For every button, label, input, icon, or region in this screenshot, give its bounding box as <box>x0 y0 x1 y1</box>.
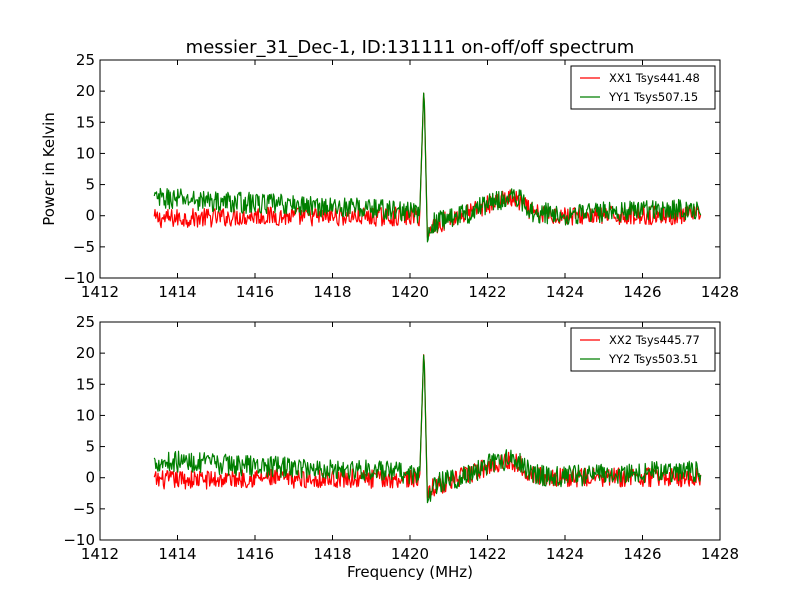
x-tick-label: 1420 <box>391 283 429 301</box>
y-tick-label: 5 <box>85 176 95 194</box>
y-tick-label: 25 <box>76 313 95 331</box>
y-tick-label: 20 <box>76 82 95 100</box>
x-tick-label: 1416 <box>236 283 274 301</box>
y-tick-label: 0 <box>85 469 95 487</box>
x-tick-label: 1422 <box>468 283 506 301</box>
x-tick-label: 1428 <box>701 283 739 301</box>
x-tick-label: 1428 <box>701 545 739 563</box>
series-line-2-2 <box>153 354 702 504</box>
x-tick-label: 1420 <box>391 545 429 563</box>
x-axis-label: Frequency (MHz) <box>347 563 473 581</box>
x-tick-label: 1422 <box>468 545 506 563</box>
y-tick-label: −5 <box>73 238 95 256</box>
x-tick-label: 1426 <box>623 545 661 563</box>
x-tick-label: 1418 <box>313 283 351 301</box>
y-tick-label: 20 <box>76 344 95 362</box>
x-tick-label: 1426 <box>623 283 661 301</box>
top-panel: 1412 1414 1416 1418 1420 1422 1424 1426 1428 −10 −… <box>63 51 739 301</box>
y-tick-label: 5 <box>85 438 95 456</box>
y-tick-label: 10 <box>76 406 95 424</box>
series-line-1-2 <box>153 92 702 243</box>
y-tick-label: 10 <box>76 144 95 162</box>
x-tick-label: 1424 <box>546 545 584 563</box>
y-tick-label: −10 <box>63 269 95 287</box>
legend-label: XX2 Tsys445.77 <box>609 333 700 347</box>
x-tick-label: 1412 <box>81 545 119 563</box>
y-tick-label: −5 <box>73 500 95 518</box>
y-tick-label: 15 <box>76 375 95 393</box>
chart-title: messier_31_Dec-1, ID:131111 on-off/off s… <box>186 37 635 58</box>
y-axis-label: Power in Kelvin <box>40 112 58 226</box>
legend: XX2 Tsys445.77 YY2 Tsys503.51 <box>570 327 716 372</box>
x-tick-label: 1416 <box>236 545 274 563</box>
legend-label: YY1 Tsys507.15 <box>608 90 698 104</box>
y-tick-label: 15 <box>76 113 95 131</box>
y-tick-label: 0 <box>85 207 95 225</box>
x-tick-label: 1418 <box>313 545 351 563</box>
legend-label: XX1 Tsys441.48 <box>609 71 700 85</box>
legend-label: YY2 Tsys503.51 <box>608 352 698 366</box>
x-tick-label: 1414 <box>158 545 196 563</box>
legend: XX1 Tsys441.48 YY1 Tsys507.15 <box>570 65 716 110</box>
x-tick-label: 1414 <box>158 283 196 301</box>
y-tick-label: 25 <box>76 51 95 69</box>
bottom-panel: 1412 1414 1416 1418 1420 1422 1424 1426 1428 −10 −… <box>63 313 739 563</box>
y-tick-label: −10 <box>63 531 95 549</box>
x-tick-label: 1412 <box>81 283 119 301</box>
x-tick-label: 1424 <box>546 283 584 301</box>
